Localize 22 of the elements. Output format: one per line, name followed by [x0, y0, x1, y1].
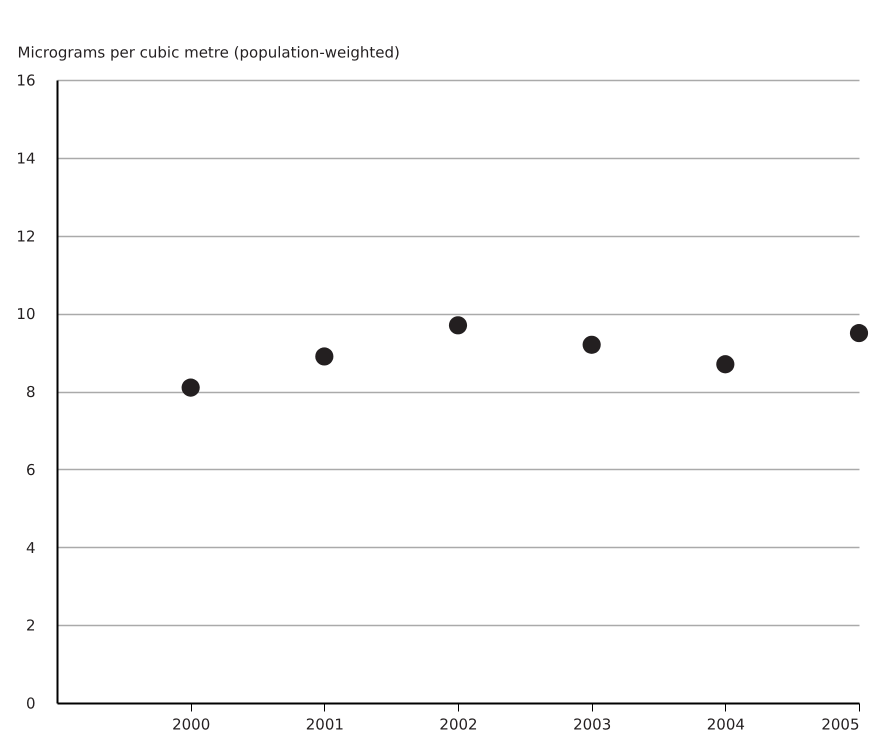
- y-axis-title: Micrograms per cubic metre (population-weighted): [18, 44, 400, 62]
- x-tick-label: 2001: [306, 716, 344, 734]
- point: [582, 336, 601, 354]
- y-tick-label: 10: [16, 305, 36, 324]
- y-tick-label: 16: [16, 72, 36, 90]
- x-tick-label: 2002: [439, 716, 478, 734]
- x-tick-label: 2004: [706, 716, 745, 734]
- point: [315, 347, 334, 366]
- y-tick-label: 8: [26, 383, 36, 401]
- point: [182, 378, 200, 397]
- x-tick-label: 2000: [172, 716, 210, 734]
- point: [716, 355, 734, 374]
- y-tick-label: 6: [26, 460, 36, 479]
- x-tick-label: 2003: [573, 716, 612, 734]
- y-tick-label: 4: [26, 538, 36, 557]
- point: [850, 324, 868, 342]
- y-tick-label: 2: [26, 616, 36, 635]
- y-tick-label: 14: [16, 149, 36, 168]
- point: [448, 316, 468, 334]
- y-tick-label: 0: [26, 694, 36, 712]
- x-tick-label: 2005: [821, 716, 860, 734]
- y-tick-label: 12: [16, 227, 36, 246]
